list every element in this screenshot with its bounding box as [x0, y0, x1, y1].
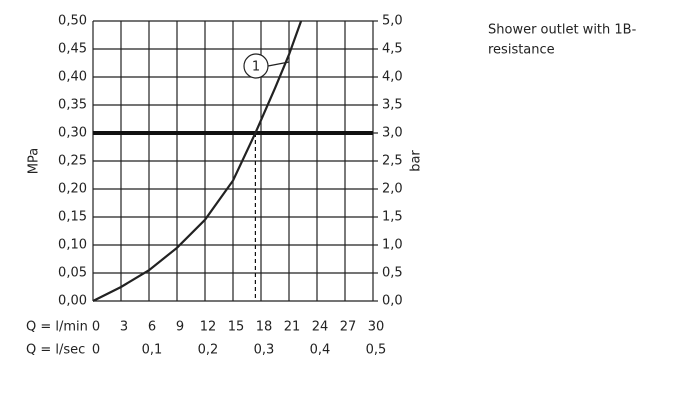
y2-tick-label: 1,5 — [382, 210, 403, 225]
note-line: Shower outlet with 1B- — [488, 23, 637, 38]
y-tick-label: 0,20 — [58, 182, 87, 197]
y2-tick-label: 2,0 — [382, 182, 403, 197]
x-tick-label: 21 — [284, 320, 301, 335]
y2-tick-label: 1,0 — [382, 238, 403, 253]
y-tick-label: 0,50 — [58, 14, 87, 29]
y-tick-label: 0,10 — [58, 238, 87, 253]
x-tick-label: 3 — [120, 320, 128, 335]
x-tick-label: 18 — [256, 320, 273, 335]
x-tick-label: 6 — [148, 320, 156, 335]
x2-tick-label: 0,3 — [254, 343, 275, 358]
y-tick-label: 0,30 — [58, 126, 87, 141]
x2-tick-label: 0,5 — [366, 343, 387, 358]
y2-tick-label: 3,5 — [382, 98, 403, 113]
y2-tick-label: 4,0 — [382, 70, 403, 85]
y-tick-label: 0,05 — [58, 266, 87, 281]
x-tick-label: 0 — [92, 320, 100, 335]
x2-tick-label: 0,1 — [142, 343, 163, 358]
curve — [92, 20, 303, 302]
x2-tick-label: 0,2 — [198, 343, 219, 358]
y-axis-label: MPa — [27, 148, 42, 174]
note-line: resistance — [488, 43, 555, 58]
x2-tick-label: 0,4 — [310, 343, 331, 358]
x-tick-label: 9 — [176, 320, 184, 335]
y-tick-label: 0,00 — [58, 294, 87, 309]
y2-axis-label: bar — [409, 150, 424, 172]
y-tick-label: 0,15 — [58, 210, 87, 225]
y2-tick-label: 4,5 — [382, 42, 403, 57]
x-tick-label: 12 — [200, 320, 217, 335]
y-tick-label: 0,25 — [58, 154, 87, 169]
x-tick-label: 15 — [228, 320, 245, 335]
x-tick-label: 24 — [312, 320, 329, 335]
y2-tick-label: 3,0 — [382, 126, 403, 141]
annotation-label: 1 — [252, 60, 260, 75]
y2-tick-label: 5,0 — [382, 14, 403, 29]
y2-tick-label: 0,5 — [382, 266, 403, 281]
x2-axis-label: Q = l/sec — [26, 343, 85, 358]
x-tick-label: 27 — [340, 320, 357, 335]
y-tick-label: 0,35 — [58, 98, 87, 113]
x-axis-label: Q = l/min — [26, 320, 88, 335]
x-tick-label: 30 — [368, 320, 385, 335]
y-tick-label: 0,40 — [58, 70, 87, 85]
x2-tick-label: 0 — [92, 343, 100, 358]
annotation-leader — [267, 61, 290, 67]
y2-tick-label: 2,5 — [382, 154, 403, 169]
y-tick-label: 0,45 — [58, 42, 87, 57]
y2-tick-label: 0,0 — [382, 294, 403, 309]
